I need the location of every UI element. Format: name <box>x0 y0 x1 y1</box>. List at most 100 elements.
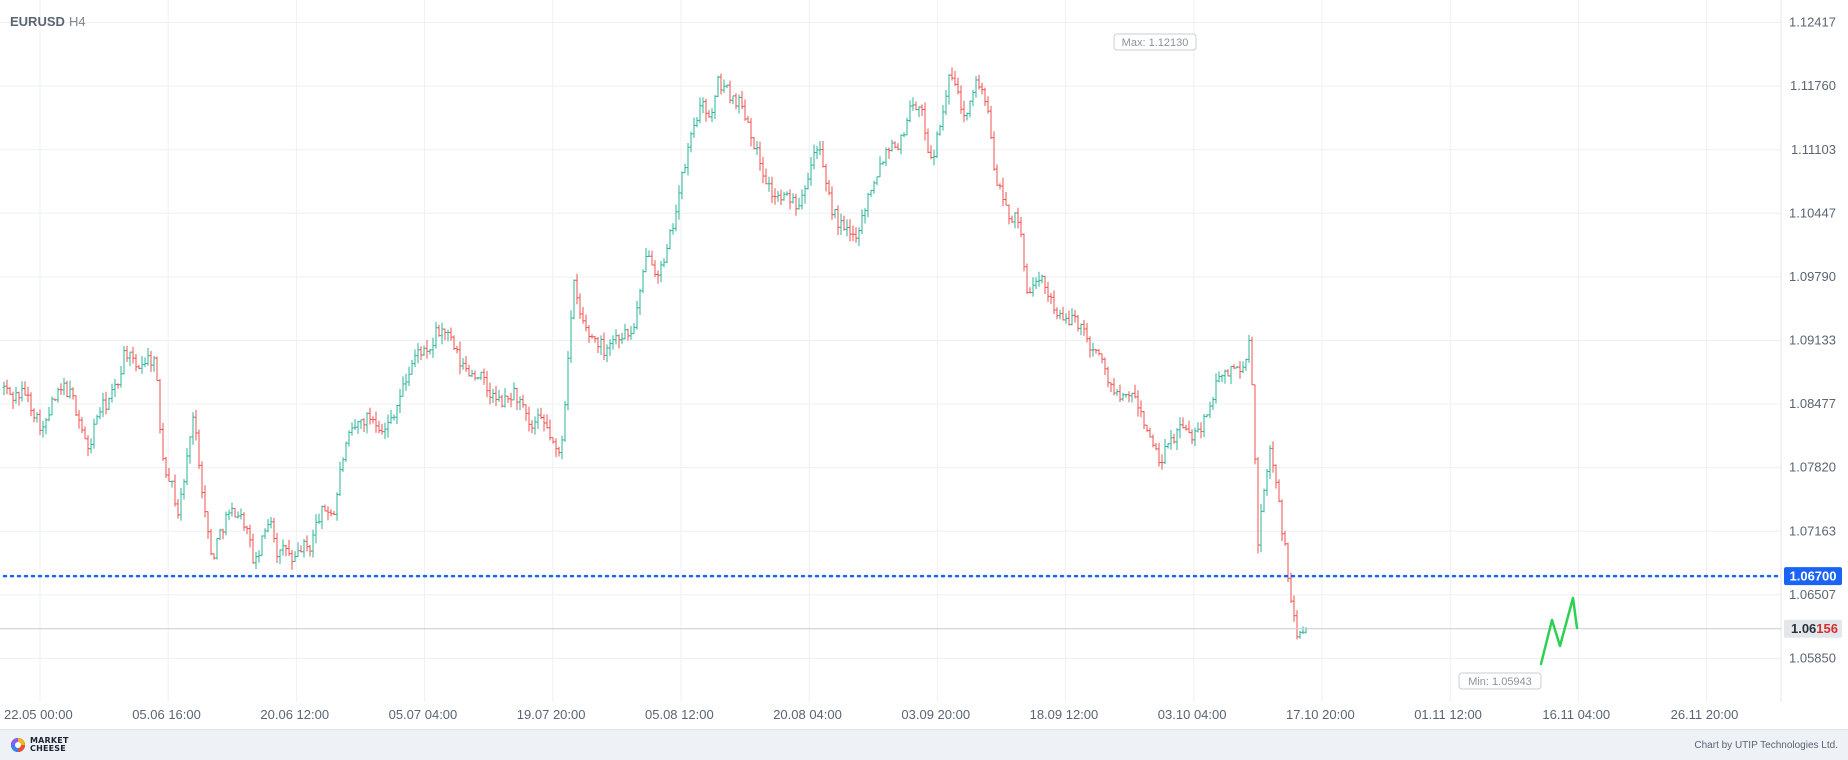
ohlc-bar <box>785 191 789 196</box>
ohlc-bar <box>1061 306 1065 321</box>
ohlc-bar <box>422 345 426 356</box>
ohlc-bar <box>1088 336 1092 358</box>
ohlc-bar <box>1172 433 1176 444</box>
ohlc-bar <box>761 156 765 184</box>
ohlc-bar <box>365 412 369 434</box>
ohlc-bar <box>1226 369 1230 377</box>
ohlc-bar <box>458 341 462 375</box>
ohlc-bar <box>233 507 237 518</box>
ohlc-bar <box>290 549 294 570</box>
ohlc-bar <box>899 134 903 155</box>
ohlc-bar <box>1277 479 1281 503</box>
ohlc-bar <box>407 366 411 387</box>
ohlc-bar <box>1208 401 1212 419</box>
ohlc-bar <box>443 328 447 341</box>
ohlc-bar <box>1094 349 1098 354</box>
ohlc-bar <box>1211 396 1215 410</box>
ohlc-bar <box>1064 313 1068 324</box>
ohlc-bar <box>269 516 273 529</box>
ohlc-bar <box>782 191 786 201</box>
ohlc-bar <box>941 105 945 131</box>
ohlc-bar <box>602 332 606 361</box>
ohlc-bar <box>74 395 78 417</box>
brand-logo[interactable]: MARKET CHEESE <box>10 737 69 753</box>
ohlc-bar <box>1037 271 1041 287</box>
y-tick-label: 1.08477 <box>1789 396 1836 411</box>
ohlc-bar <box>620 332 624 344</box>
ohlc-bar <box>593 336 597 343</box>
level-price-label: 1.06700 <box>1790 569 1837 584</box>
ohlc-bar <box>581 306 585 324</box>
ohlc-bar <box>977 74 981 90</box>
x-tick-label: 03.10 04:00 <box>1158 707 1227 722</box>
ohlc-bar <box>188 436 192 464</box>
ohlc-bar <box>251 533 255 564</box>
ohlc-bar <box>1070 308 1074 326</box>
ohlc-bar <box>1298 630 1302 639</box>
ohlc-bar <box>1280 499 1284 542</box>
ohlc-bar <box>1034 277 1038 290</box>
ohlc-bar <box>1250 336 1254 386</box>
ohlc-bar <box>131 346 135 364</box>
ohlc-bar <box>380 423 384 435</box>
ohlc-bar <box>446 329 450 342</box>
ohlc-bar <box>140 355 144 374</box>
ohlc-bar <box>959 85 963 114</box>
ohlc-bar <box>47 406 51 422</box>
ohlc-bar <box>713 95 717 120</box>
ohlc-bar <box>1106 366 1110 388</box>
ohlc-bar <box>1253 384 1257 465</box>
ohlc-bar <box>542 414 546 432</box>
ohlc-bar <box>14 386 18 404</box>
ohlc-bar <box>494 385 498 407</box>
ohlc-bar <box>1292 595 1296 622</box>
ohlc-bar <box>56 387 60 403</box>
ohlc-bar <box>527 406 531 432</box>
ohlc-bar <box>1103 357 1107 375</box>
ohlc-bar <box>1289 572 1293 604</box>
price-chart[interactable]: 1.06156 1.06700 Max: 1.12130 Min: 1.05943 1… <box>0 0 1848 729</box>
x-tick-label: 18.09 12:00 <box>1030 707 1099 722</box>
ohlc-bar <box>719 73 723 95</box>
time-axis[interactable]: 22.05 00:00 05.06 16:00 20.06 12:00 05.07 0… <box>4 707 1738 722</box>
symbol-label: EURUSD <box>10 14 65 29</box>
grid <box>0 0 1781 702</box>
ohlc-bar <box>779 189 783 206</box>
price-axis[interactable]: 1.12417 1.11760 1.11103 1.10447 1.09790 1.091… <box>1789 15 1836 666</box>
ohlc-bar <box>902 132 906 138</box>
ohlc-bar <box>1076 314 1080 332</box>
ohlc-bar <box>176 499 180 519</box>
ohlc-bar <box>32 408 36 423</box>
ohlc-bar <box>284 544 288 557</box>
ohlc-bar <box>893 141 897 149</box>
chart-credit[interactable]: Chart by UTIP Technologies Ltd. <box>1694 740 1838 751</box>
x-tick-label: 05.06 16:00 <box>132 707 201 722</box>
ohlc-bar <box>455 345 459 354</box>
ohlc-bar <box>887 147 891 159</box>
ohlc-bar <box>266 519 270 533</box>
ohlc-bar <box>401 376 405 397</box>
ohlc-bar <box>362 418 366 432</box>
ohlc-bar <box>359 419 363 429</box>
ohlc-bar <box>674 204 678 232</box>
ohlc-bar <box>638 288 642 315</box>
ohlc-bar <box>998 183 1002 190</box>
ohlc-bar <box>1148 427 1152 438</box>
ohlc-bar <box>167 467 171 482</box>
ohlc-bar <box>344 441 348 462</box>
ohlc-bar <box>848 219 852 242</box>
ohlc-bar <box>461 357 465 370</box>
y-tick-label: 1.09133 <box>1789 333 1836 348</box>
ohlc-bar <box>29 392 33 417</box>
ohlc-bar <box>104 391 108 415</box>
y-tick-label: 1.11760 <box>1790 78 1836 93</box>
ohlc-bar <box>722 79 726 93</box>
ohlc-bar <box>1259 503 1263 553</box>
svg-text:Max: 1.12130: Max: 1.12130 <box>1122 37 1189 49</box>
ohlc-bar <box>1247 334 1251 363</box>
ohlc-bar <box>152 355 156 372</box>
ohlc-bar <box>149 350 153 372</box>
ohlc-bar <box>389 410 393 424</box>
ohlc-bar <box>317 513 321 524</box>
ohlc-bar <box>197 429 201 469</box>
